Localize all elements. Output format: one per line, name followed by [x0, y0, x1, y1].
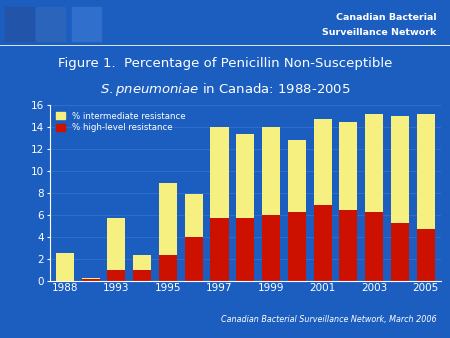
- Bar: [262, 215, 280, 281]
- Bar: [314, 205, 332, 281]
- Bar: [4, 7, 34, 41]
- Bar: [133, 270, 151, 281]
- Bar: [184, 194, 203, 237]
- Text: Canadian Bacterial: Canadian Bacterial: [336, 13, 436, 22]
- Bar: [82, 279, 100, 280]
- Bar: [211, 127, 229, 218]
- Bar: [184, 237, 203, 281]
- Bar: [365, 114, 383, 213]
- Bar: [288, 140, 306, 213]
- Bar: [391, 223, 409, 281]
- Bar: [236, 218, 254, 281]
- Bar: [159, 255, 177, 281]
- Bar: [417, 229, 435, 281]
- Bar: [391, 116, 409, 223]
- Bar: [314, 119, 332, 205]
- Text: $\it{S. pneumoniae}$ in Canada: 1988-2005: $\it{S. pneumoniae}$ in Canada: 1988-200…: [99, 81, 351, 98]
- Bar: [339, 210, 357, 281]
- Bar: [108, 270, 126, 281]
- Bar: [236, 135, 254, 218]
- Text: Figure 1.  Percentage of Penicillin Non-Susceptible: Figure 1. Percentage of Penicillin Non-S…: [58, 57, 392, 70]
- Bar: [56, 253, 74, 281]
- Bar: [417, 114, 435, 229]
- Bar: [211, 218, 229, 281]
- Bar: [365, 213, 383, 281]
- Bar: [36, 7, 65, 41]
- Legend: % intermediate resistance, % high-level resistance: % intermediate resistance, % high-level …: [54, 109, 188, 135]
- Bar: [72, 7, 101, 41]
- Bar: [262, 127, 280, 215]
- Bar: [108, 218, 126, 270]
- Bar: [159, 183, 177, 255]
- Bar: [82, 280, 100, 281]
- Bar: [339, 122, 357, 210]
- Text: Canadian Bacterial Surveillance Network, March 2006: Canadian Bacterial Surveillance Network,…: [221, 315, 436, 324]
- Bar: [133, 255, 151, 270]
- Text: Surveillance Network: Surveillance Network: [322, 28, 436, 38]
- Bar: [288, 213, 306, 281]
